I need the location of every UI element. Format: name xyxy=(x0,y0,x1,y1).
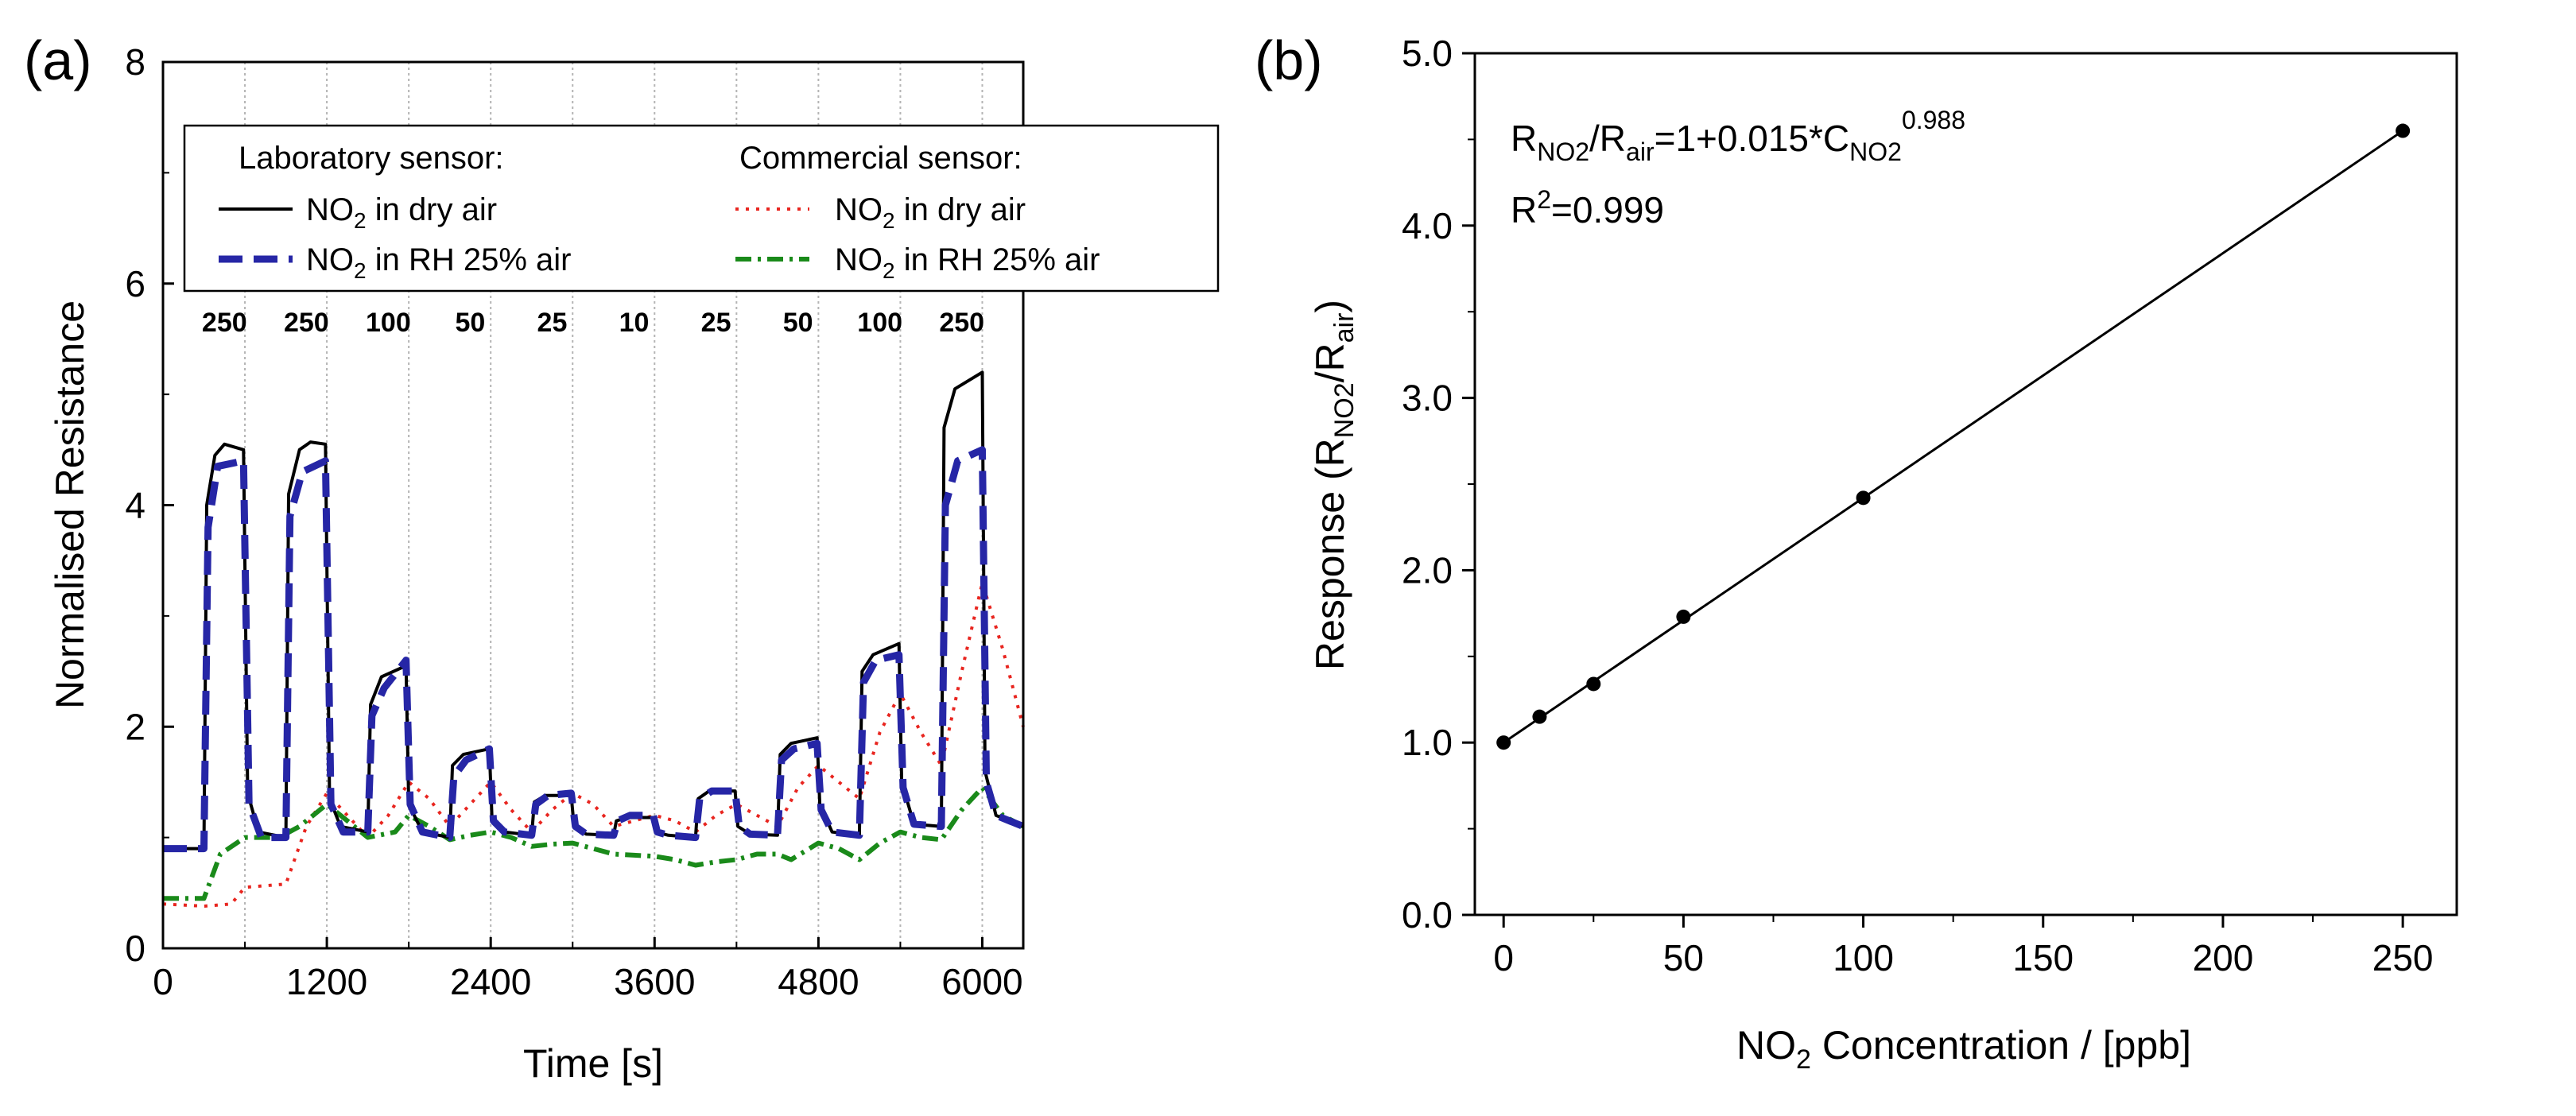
b-fit-line xyxy=(1503,130,2403,744)
b-xtick-label-5: 250 xyxy=(2372,937,2434,978)
b-data-point-5 xyxy=(2396,123,2411,138)
b-data-point-3 xyxy=(1676,609,1691,624)
a-legend-label-com-dry: NO2 in dry air xyxy=(835,192,1026,233)
panel-a: (a) 250 250 100 50 25 10 25 50 100 250 0 1200 2400 3… xyxy=(24,29,1220,1086)
a-series-line-3 xyxy=(163,785,1025,901)
b-fit-equation: RNO2/Rair=1+0.015*CNO20.988 xyxy=(1511,106,1965,166)
a-legend-label-lab-rh: NO2 in RH 25% air xyxy=(306,242,571,283)
a-pulse-label-6: 25 xyxy=(701,308,731,338)
b-xtick-label-2: 100 xyxy=(1833,937,1894,978)
a-x-ticks: 0 1200 2400 3600 4800 6000 xyxy=(153,937,1023,1002)
b-y-ticks: 0.0 1.0 2.0 3.0 4.0 5.0 xyxy=(1402,33,1475,936)
a-xtick-label-2: 2400 xyxy=(450,961,531,1002)
a-ytick-label-2: 4 xyxy=(125,485,145,526)
b-data-points xyxy=(1496,123,2411,750)
b-xtick-label-3: 150 xyxy=(2012,937,2074,978)
b-ytick-label-4: 4.0 xyxy=(1402,205,1453,246)
b-data-point-4 xyxy=(1856,490,1871,506)
a-legend-label-com-rh: NO2 in RH 25% air xyxy=(835,242,1100,283)
a-pulse-label-9: 250 xyxy=(939,308,984,338)
a-pulse-labels: 250 250 100 50 25 10 25 50 100 250 xyxy=(202,308,984,338)
a-legend-group-commercial: Commercial sensor: xyxy=(739,141,1022,176)
b-x-ticks: 0 50 100 150 200 250 xyxy=(1493,915,2434,978)
b-data-point-2 xyxy=(1586,676,1601,692)
b-data-point-1 xyxy=(1532,709,1547,724)
a-pulse-label-4: 25 xyxy=(537,308,568,338)
a-legend-frame xyxy=(183,124,1220,293)
b-ytick-label-3: 3.0 xyxy=(1402,378,1453,419)
b-plot-frame xyxy=(1473,52,2458,916)
a-pulse-label-7: 50 xyxy=(783,308,813,338)
a-pulse-label-2: 100 xyxy=(366,308,411,338)
b-xtick-label-1: 50 xyxy=(1663,937,1704,978)
a-legend-group-laboratory: Laboratory sensor: xyxy=(239,141,504,176)
a-pulse-label-5: 10 xyxy=(619,308,650,338)
a-pulse-label-8: 100 xyxy=(857,308,902,338)
b-x-axis-title: NO2 Concentration / [ppb] xyxy=(1736,1023,2191,1075)
b-r-squared: R2=0.999 xyxy=(1511,185,1664,231)
a-xtick-label-4: 4800 xyxy=(778,961,859,1002)
a-ytick-label-4: 8 xyxy=(125,41,145,83)
b-ytick-label-1: 1.0 xyxy=(1402,722,1453,763)
a-pulse-label-3: 50 xyxy=(456,308,486,338)
a-ytick-label-0: 0 xyxy=(125,928,145,969)
b-ytick-label-0: 0.0 xyxy=(1402,894,1453,936)
b-xtick-label-0: 0 xyxy=(1493,937,1514,978)
b-fit-line-group xyxy=(1503,130,2403,744)
a-xtick-label-3: 3600 xyxy=(614,961,695,1002)
b-y-axis-title: Response (RNO2/Rair) xyxy=(1308,300,1360,670)
a-series xyxy=(162,370,1025,908)
a-ytick-label-3: 6 xyxy=(125,263,145,304)
a-y-axis-title: Normalised Resistance xyxy=(48,300,92,709)
a-x-axis-title: Time [s] xyxy=(523,1041,663,1086)
b-ytick-label-2: 2.0 xyxy=(1402,549,1453,591)
a-legend-label-lab-dry: NO2 in dry air xyxy=(306,192,497,233)
b-xtick-label-4: 200 xyxy=(2193,937,2254,978)
a-xtick-label-5: 6000 xyxy=(941,961,1022,1002)
a-xtick-label-1: 1200 xyxy=(286,961,367,1002)
a-legend: Laboratory sensor: Commercial sensor: NO… xyxy=(183,124,1220,293)
a-series-line-0 xyxy=(163,370,1024,851)
a-y-ticks: 0 2 4 6 8 xyxy=(125,41,174,969)
b-data-point-0 xyxy=(1496,735,1511,750)
a-xtick-label-0: 0 xyxy=(153,961,173,1002)
panel-b: (b) 0 50 100 150 200 250 0.0 1.0 2.0 3.0 4.0 5.0 N… xyxy=(1255,29,2458,1075)
b-ytick-label-5: 5.0 xyxy=(1402,33,1453,74)
a-pulse-label-0: 250 xyxy=(202,308,247,338)
a-series-line-1 xyxy=(163,446,1025,853)
panel-a-label: (a) xyxy=(24,29,92,91)
a-pulse-label-1: 250 xyxy=(284,308,329,338)
a-ytick-label-1: 2 xyxy=(125,706,145,747)
panel-b-label: (b) xyxy=(1255,29,1323,91)
